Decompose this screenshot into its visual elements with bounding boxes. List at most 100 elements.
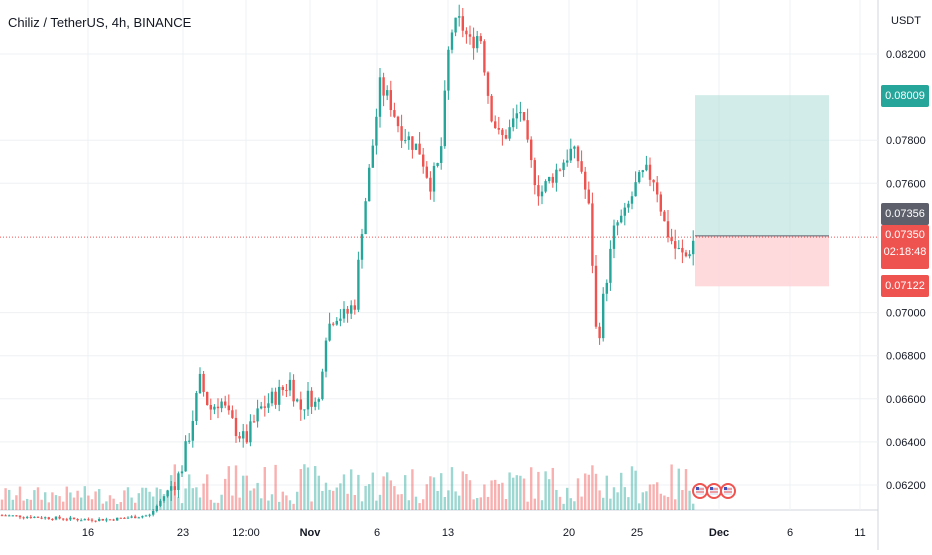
candle-body: [213, 406, 216, 410]
x-axis[interactable]: 16 23 12:00 Nov 6 13 20 25 Dec 6 11: [82, 527, 866, 539]
candle-body: [674, 241, 677, 249]
volume-bar: [602, 497, 605, 510]
volume-bar: [220, 494, 223, 510]
currency-label[interactable]: USDT: [891, 15, 921, 27]
candle-body: [238, 436, 241, 439]
volume-bar: [252, 488, 256, 510]
x-tick-label: Dec: [709, 527, 729, 539]
volume-bar: [378, 494, 382, 510]
volume-bar: [76, 490, 79, 510]
candle-body: [530, 139, 533, 161]
volume-bar: [184, 488, 187, 510]
volume-bar: [288, 500, 292, 510]
volume-bar: [342, 474, 346, 510]
last-price-tag: 0.07350 02:18:48: [881, 225, 929, 269]
volume-bar: [306, 467, 310, 510]
candle-body: [494, 121, 497, 129]
candle-body: [504, 135, 508, 139]
volume-bar: [407, 500, 410, 510]
y-axis[interactable]: 0.08200 0.07800 0.07600 0.07000 0.06800 0.066…: [886, 49, 926, 492]
volume-bar: [310, 501, 313, 510]
volume-bar: [123, 490, 126, 510]
volume-bar: [126, 487, 130, 510]
volume-bar: [335, 487, 338, 510]
volume-bar: [195, 487, 198, 510]
candle-body: [486, 72, 490, 96]
volume-bar: [461, 471, 464, 510]
x-tick-label: 16: [82, 527, 94, 539]
candle-body: [681, 247, 684, 253]
volume-bar: [576, 478, 580, 510]
candle-body: [15, 515, 18, 517]
volume-bar: [33, 490, 36, 510]
candle-body: [368, 167, 371, 202]
candle-body: [458, 16, 461, 18]
candle-body: [249, 421, 252, 443]
volume-bar: [411, 469, 414, 510]
candle-body: [8, 515, 11, 517]
volume-bar: [414, 496, 418, 510]
candle-body: [123, 517, 126, 519]
candle-body: [76, 518, 79, 521]
event-flag-icon[interactable]: [706, 483, 722, 499]
volume-bar: [188, 474, 191, 510]
volume-bar: [245, 475, 248, 510]
candle-body: [80, 520, 83, 522]
candle-body: [447, 49, 450, 91]
y-tick-label: 0.07000: [886, 308, 926, 320]
volume-bar: [72, 497, 76, 510]
volume-bar: [659, 493, 662, 510]
candle-body: [645, 164, 648, 171]
candle-body: [551, 176, 554, 183]
volume-bar: [105, 501, 108, 510]
volume-bar: [198, 497, 202, 510]
volume-bar: [530, 467, 533, 510]
volume-bar: [321, 490, 324, 510]
volume-bar: [101, 503, 104, 510]
candle-body: [51, 518, 54, 520]
candle-body: [378, 77, 382, 117]
position-zones[interactable]: [695, 95, 829, 287]
volume-bar: [317, 475, 320, 510]
candle-body: [623, 207, 626, 216]
candle-body: [328, 323, 331, 341]
candle-body: [332, 323, 335, 325]
candle-body: [314, 401, 317, 407]
target-zone[interactable]: [695, 95, 829, 236]
y-tick-label: 0.08200: [886, 49, 926, 61]
candle-body: [350, 305, 353, 314]
volume-bar: [274, 464, 277, 510]
volume-bar: [490, 480, 493, 510]
volume-bar: [562, 503, 565, 510]
stop-zone[interactable]: [695, 235, 829, 287]
candle-body: [587, 189, 590, 204]
candle-body: [18, 515, 22, 518]
stop-price-tag: 0.07122: [881, 275, 929, 297]
candle-body: [400, 126, 403, 141]
candle-body: [375, 116, 378, 146]
volume-bar: [386, 472, 389, 510]
volume-bar: [692, 503, 695, 510]
volume-bar: [623, 487, 626, 510]
event-flag-icon[interactable]: [692, 483, 708, 499]
volume-bar: [47, 502, 50, 510]
volume-bar: [591, 465, 594, 510]
x-tick-label: Nov: [300, 527, 322, 539]
candle-body: [425, 166, 428, 178]
volume-bar: [450, 467, 454, 510]
volume-bar: [501, 482, 504, 510]
volume-bar: [548, 479, 551, 510]
volume-bar: [40, 499, 43, 510]
volume-bar: [242, 475, 245, 510]
volume-bar: [587, 474, 590, 510]
candle-body: [429, 177, 432, 192]
events-layer[interactable]: [692, 483, 736, 499]
volume-bar: [681, 490, 684, 510]
volume-bar: [65, 486, 68, 510]
volume-bar: [285, 495, 288, 510]
candle-body: [436, 162, 439, 166]
event-flag-icon[interactable]: [720, 483, 736, 499]
candle-body: [684, 252, 688, 257]
volume-bar: [425, 484, 428, 510]
